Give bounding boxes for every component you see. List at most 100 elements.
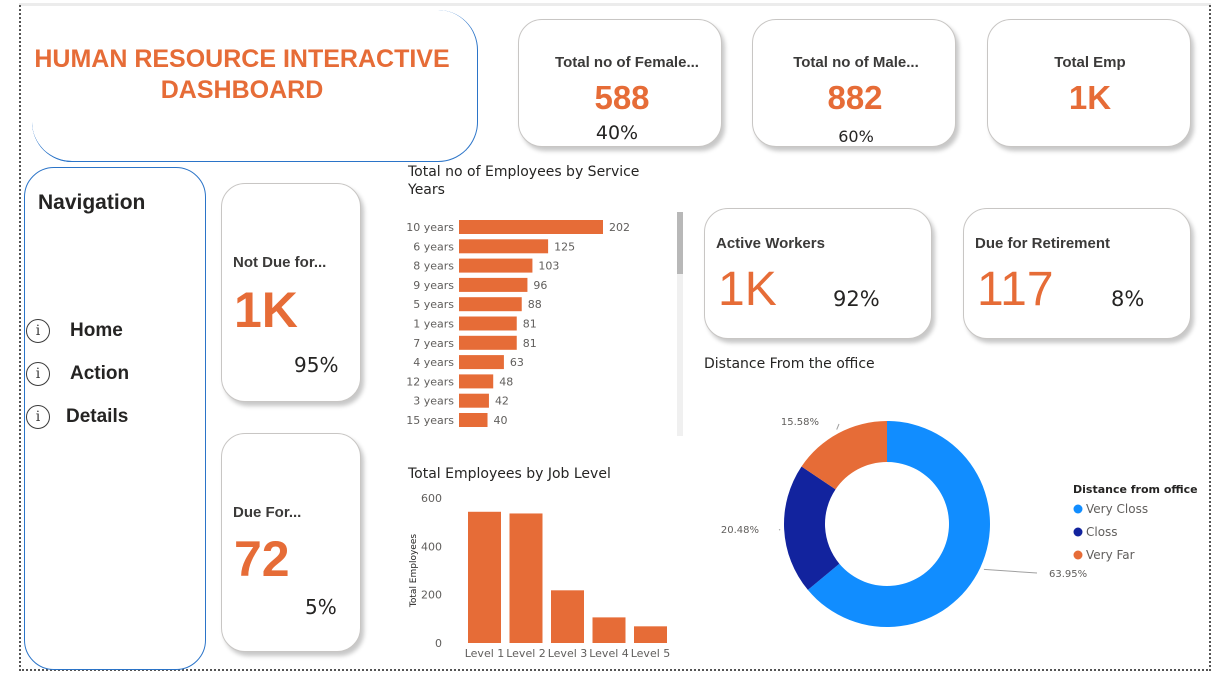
not-due-kpi-label: Not Due for... xyxy=(233,254,327,271)
service-years-chart: 10 years 202 6 years 125 8 years 103 9 years 96… xyxy=(406,212,683,436)
service-years-data-label: 125 xyxy=(554,240,575,253)
not-due-kpi-value: 1K xyxy=(234,282,298,338)
male-kpi-card xyxy=(752,19,956,147)
job-level-y-tick-label: 200 xyxy=(421,589,442,602)
job-level-bar xyxy=(468,511,501,643)
distance-slice xyxy=(807,421,990,627)
distance-data-label: 20.48% xyxy=(721,525,759,536)
service-years-bar xyxy=(459,335,517,350)
female-kpi-label: Total no of Female... xyxy=(555,54,699,71)
total-emp-kpi-value: 1K xyxy=(1068,79,1112,116)
service-years-scrollbar-thumb xyxy=(677,212,683,274)
female-kpi-value: 588 xyxy=(594,79,650,116)
nav-item-label: Home xyxy=(70,320,123,341)
navigation-panel xyxy=(24,167,206,670)
service-years-data-label: 202 xyxy=(609,221,630,234)
job-level-x-tick-label: Level 2 xyxy=(506,647,546,660)
distance-leader-line xyxy=(778,529,781,531)
page-title-line1: HUMAN RESOURCE INTERACTIVE xyxy=(34,45,450,73)
service-years-data-label: 42 xyxy=(495,395,509,408)
service-years-bar xyxy=(459,316,517,331)
service-years-bar xyxy=(459,277,528,292)
nav-item-action[interactable]: i Action xyxy=(26,362,129,386)
job-level-chart-title: Total Employees by Job Level xyxy=(408,466,611,482)
active-workers-kpi-value: 1K xyxy=(718,263,777,316)
due-for-kpi-percent: 5% xyxy=(305,595,337,619)
job-level-bar xyxy=(509,513,543,643)
page-title-line2: DASHBOARD xyxy=(160,76,324,104)
distance-slice xyxy=(784,466,840,590)
not-due-kpi-percent: 95% xyxy=(294,353,339,377)
service-years-bar xyxy=(459,413,488,427)
active-workers-kpi-card xyxy=(704,208,932,339)
due-for-kpi-card xyxy=(221,433,361,652)
service-years-data-label: 81 xyxy=(523,337,537,350)
service-years-bar xyxy=(459,355,504,370)
service-years-bar xyxy=(459,220,603,234)
nav-item-label: Details xyxy=(66,406,129,427)
service-years-tick-label: 6 years xyxy=(413,240,454,253)
service-years-data-label: 88 xyxy=(528,298,542,311)
distance-data-label: 63.95% xyxy=(1049,569,1087,580)
nav-item-details[interactable]: i Details xyxy=(26,405,128,429)
service-years-bar xyxy=(459,258,533,273)
male-kpi-label: Total no of Male... xyxy=(793,54,919,71)
male-kpi-value: 882 xyxy=(827,79,883,116)
total-emp-kpi-card xyxy=(987,19,1191,147)
job-level-y-axis-label: Total Employees xyxy=(409,534,419,608)
not-due-kpi-card xyxy=(221,183,361,402)
distance-leader-line xyxy=(983,568,1038,574)
dashboard-frame xyxy=(19,5,1211,671)
service-years-bar xyxy=(459,374,494,389)
service-years-tick-label: 12 years xyxy=(406,375,454,388)
job-level-x-tick-label: Level 5 xyxy=(631,647,671,660)
total-emp-kpi-label: Total Emp xyxy=(1054,54,1126,71)
service-years-data-label: 96 xyxy=(533,279,547,292)
distance-leader-line xyxy=(836,423,840,430)
job-level-bar xyxy=(634,626,667,643)
retirement-kpi-percent: 8% xyxy=(1111,287,1145,311)
distance-slice xyxy=(801,421,887,490)
info-icon: i xyxy=(26,405,50,429)
info-icon: i xyxy=(26,319,50,343)
service-years-chart-title: Total no of Employees by Service Years xyxy=(408,164,640,198)
active-workers-kpi-label: Active Workers xyxy=(716,235,825,252)
service-years-tick-label: 5 years xyxy=(413,298,454,311)
service-years-tick-label: 10 years xyxy=(406,221,454,234)
service-years-tick-label: 7 years xyxy=(413,337,454,350)
distance-data-label: 15.58% xyxy=(781,417,819,428)
active-workers-kpi-percent: 92% xyxy=(833,287,880,311)
distance-donut-chart: 63.95% 20.48% 15.58% Distance from office Ve… xyxy=(721,417,1198,627)
distance-legend-entry: Very Closs xyxy=(1086,502,1148,516)
service-years-data-label: 63 xyxy=(510,356,524,369)
nav-item-home[interactable]: i Home xyxy=(26,319,123,343)
distance-legend-entry: Closs xyxy=(1086,525,1118,539)
job-level-y-tick-label: 400 xyxy=(421,540,442,553)
distance-chart-title: Distance From the office xyxy=(704,356,875,372)
distance-legend-title: Distance from office xyxy=(1073,483,1198,496)
job-level-bar xyxy=(592,617,626,643)
retirement-kpi-card xyxy=(963,208,1191,339)
service-years-tick-label: 4 years xyxy=(413,356,454,369)
service-years-bar xyxy=(459,393,489,408)
nav-item-label: Action xyxy=(70,363,130,384)
due-for-kpi-value: 72 xyxy=(234,531,290,587)
service-years-tick-label: 1 years xyxy=(413,318,454,331)
male-kpi-percent: 60% xyxy=(838,127,874,146)
job-level-bar xyxy=(551,590,584,643)
title-panel xyxy=(32,10,478,162)
distance-legend-marker xyxy=(1073,527,1083,537)
distance-legend-entry: Very Far xyxy=(1086,548,1135,562)
service-years-data-label: 103 xyxy=(538,260,559,273)
retirement-kpi-value: 117 xyxy=(977,263,1054,316)
service-years-tick-label: 15 years xyxy=(406,414,454,427)
navigation-title: Navigation xyxy=(38,191,146,214)
service-years-tick-label: 3 years xyxy=(413,395,454,408)
service-years-data-label: 40 xyxy=(494,414,508,427)
service-years-bar xyxy=(459,297,522,312)
service-years-tick-label: 8 years xyxy=(413,260,454,273)
job-level-y-tick-label: 600 xyxy=(421,492,442,505)
job-level-x-tick-label: Level 4 xyxy=(589,647,629,660)
service-years-data-label: 48 xyxy=(499,375,513,388)
